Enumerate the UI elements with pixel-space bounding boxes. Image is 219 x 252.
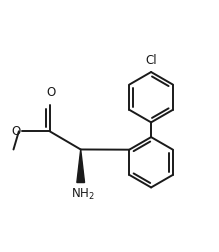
Text: O: O [46, 86, 55, 99]
Polygon shape [77, 149, 85, 182]
Text: Cl: Cl [145, 54, 157, 67]
Text: NH$_2$: NH$_2$ [71, 187, 95, 202]
Text: O: O [12, 125, 21, 138]
